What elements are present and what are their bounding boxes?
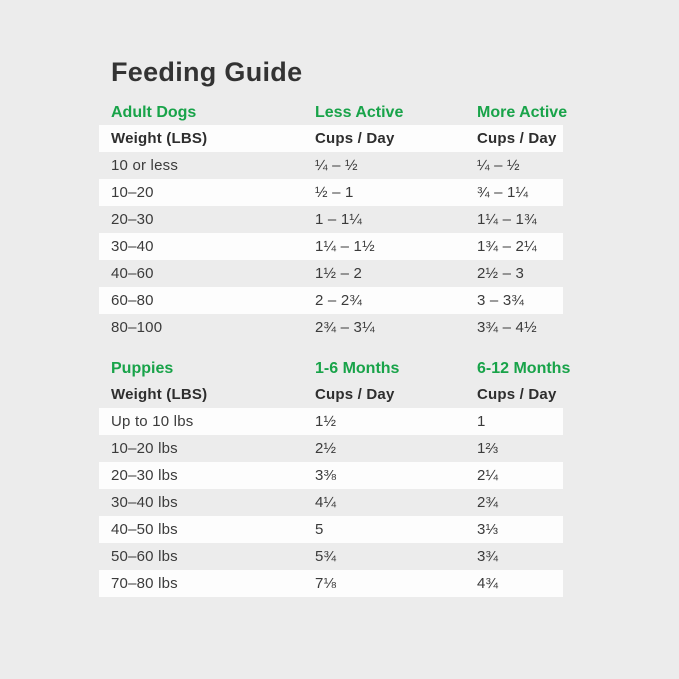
cups-6-12-months-cell: 1⅔ (477, 440, 499, 457)
more-active-cups-cell: ¼ – ½ (477, 157, 520, 174)
table-row: 40–60 1½ – 2 2½ – 3 (99, 260, 563, 287)
weight-cell: 10–20 (111, 184, 154, 201)
page-title: Feeding Guide (111, 57, 303, 87)
cups-1-6-months-cell: 5 (315, 521, 324, 538)
table-row: 60–80 2 – 2¾ 3 – 3¾ (99, 287, 563, 314)
cups-6-12-months-cell: 4¾ (477, 575, 499, 592)
more-active-cups-cell: 2½ – 3 (477, 265, 525, 282)
weight-cell: 80–100 (111, 319, 163, 336)
less-active-cups-cell: 2 – 2¾ (315, 292, 363, 309)
column-header-more-active: More Active (477, 103, 568, 121)
more-active-cups-cell: 3¾ – 4½ (477, 319, 537, 336)
cups-6-12-months-cell: 1 (477, 413, 486, 430)
weight-cell: 40–60 (111, 265, 154, 282)
section-title-adult-dogs: Adult Dogs (111, 103, 197, 121)
less-active-cups-cell: 1½ – 2 (315, 265, 363, 282)
column-header-6-12-months: 6-12 Months (477, 359, 571, 377)
table-row: 70–80 lbs 7⅛ 4¾ (99, 570, 563, 597)
more-active-cups-cell: 1¾ – 2¼ (477, 238, 537, 255)
cups-6-12-months-cell: 3⅓ (477, 521, 499, 538)
table-row: 10–20 lbs 2½ 1⅔ (99, 435, 563, 462)
cups-1-6-months-cell: 4¼ (315, 494, 337, 511)
cups-per-day-label: Cups / Day (315, 130, 395, 147)
table-row: 30–40 lbs 4¼ 2¾ (99, 489, 563, 516)
weight-cell: 40–50 lbs (111, 521, 178, 538)
cups-1-6-months-cell: 7⅛ (315, 575, 337, 592)
cups-6-12-months-cell: 3¾ (477, 548, 499, 565)
weight-cell: 10 or less (111, 157, 179, 174)
weight-cell: 30–40 lbs (111, 494, 178, 511)
less-active-cups-cell: ¼ – ½ (315, 157, 358, 174)
weight-cell: 20–30 lbs (111, 467, 178, 484)
weight-cell: Up to 10 lbs (111, 413, 194, 430)
column-header-1-6-months: 1-6 Months (315, 359, 400, 377)
weight-cell: 70–80 lbs (111, 575, 178, 592)
table-row: 20–30 lbs 3⅜ 2¼ (99, 462, 563, 489)
puppies-subheader-row: Weight (LBS) Cups / Day Cups / Day (99, 381, 563, 408)
table-row: 30–40 1¼ – 1½ 1¾ – 2¼ (99, 233, 563, 260)
cups-6-12-months-cell: 2¼ (477, 467, 499, 484)
table-row: Up to 10 lbs 1½ 1 (99, 408, 563, 435)
weight-cell: 60–80 (111, 292, 154, 309)
more-active-cups-cell: 1¼ – 1¾ (477, 211, 537, 228)
less-active-cups-cell: 2¾ – 3¼ (315, 319, 375, 336)
puppies-header-row: Puppies 1-6 Months 6-12 Months (99, 358, 570, 379)
less-active-cups-cell: 1¼ – 1½ (315, 238, 375, 255)
column-header-less-active: Less Active (315, 103, 404, 121)
table-row: 10 or less ¼ – ½ ¼ – ½ (99, 152, 563, 179)
table-row: 10–20 ½ – 1 ¾ – 1¼ (99, 179, 563, 206)
weight-cell: 10–20 lbs (111, 440, 178, 457)
less-active-cups-cell: 1 – 1¼ (315, 211, 363, 228)
cups-1-6-months-cell: 2½ (315, 440, 337, 457)
cups-per-day-label: Cups / Day (477, 130, 557, 147)
weight-cell: 20–30 (111, 211, 154, 228)
weight-cell: 50–60 lbs (111, 548, 178, 565)
cups-6-12-months-cell: 2¾ (477, 494, 499, 511)
section-title-puppies: Puppies (111, 359, 174, 377)
weight-cell: 30–40 (111, 238, 154, 255)
cups-1-6-months-cell: 5¾ (315, 548, 337, 565)
table-row: 50–60 lbs 5¾ 3¾ (99, 543, 563, 570)
cups-1-6-months-cell: 1½ (315, 413, 337, 430)
adult-dogs-header-row: Adult Dogs Less Active More Active (99, 102, 567, 123)
cups-1-6-months-cell: 3⅜ (315, 467, 337, 484)
more-active-cups-cell: ¾ – 1¼ (477, 184, 529, 201)
adult-subheader-row: Weight (LBS) Cups / Day Cups / Day (99, 125, 563, 152)
cups-per-day-label: Cups / Day (315, 386, 395, 403)
table-row: 20–30 1 – 1¼ 1¼ – 1¾ (99, 206, 563, 233)
weight-column-label: Weight (LBS) (111, 130, 208, 147)
puppies-table: Puppies 1-6 Months 6-12 Months Weight (L… (99, 358, 570, 597)
table-row: 40–50 lbs 5 3⅓ (99, 516, 563, 543)
cups-per-day-label: Cups / Day (477, 386, 557, 403)
less-active-cups-cell: ½ – 1 (315, 184, 354, 201)
table-row: 80–100 2¾ – 3¼ 3¾ – 4½ (99, 314, 563, 341)
weight-column-label: Weight (LBS) (111, 386, 208, 403)
more-active-cups-cell: 3 – 3¾ (477, 292, 525, 309)
adult-dogs-table: Adult Dogs Less Active More Active Weigh… (99, 102, 567, 341)
